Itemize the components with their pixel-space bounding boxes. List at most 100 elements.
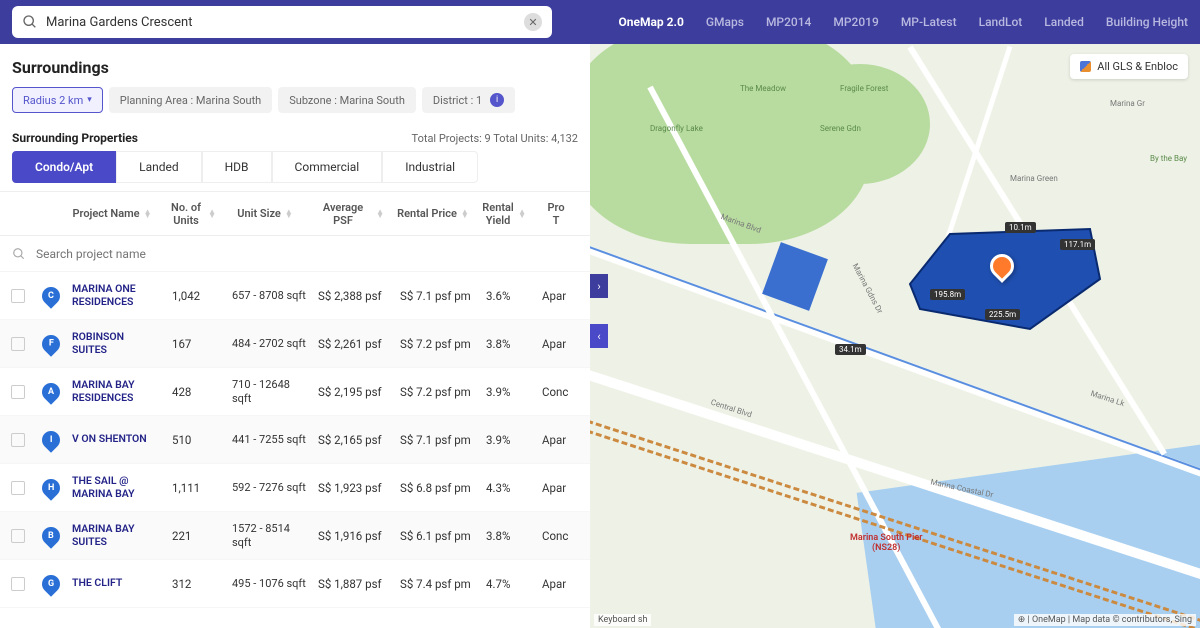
row-name[interactable]: V ON SHENTON [66, 433, 166, 446]
nav-links: OneMap 2.0 GMaps MP2014 MP2019 MP-Latest… [618, 15, 1188, 29]
row-rent: S$ 7.1 psf pm [394, 433, 480, 447]
row-units: 510 [166, 433, 226, 447]
nav-mp2019[interactable]: MP2019 [833, 15, 878, 29]
radius-chip[interactable]: Radius 2 km ▾ [12, 87, 103, 113]
search-icon [12, 247, 26, 261]
filter-chips: Radius 2 km ▾ Planning Area : Marina Sou… [0, 87, 590, 123]
th-yield[interactable]: Rental Yield▲▼ [476, 201, 532, 227]
road-label: Marina Lk [1089, 389, 1125, 408]
table-row[interactable]: FROBINSON SUITES167484 - 2702 sqftS$ 2,2… [0, 320, 590, 368]
table-row[interactable]: BMARINA BAY SUITES2211572 - 8514 sqftS$ … [0, 512, 590, 560]
row-checkbox[interactable] [11, 289, 25, 303]
row-checkbox[interactable] [11, 385, 25, 399]
search-icon [22, 14, 38, 30]
row-units: 221 [166, 529, 226, 543]
map-layer-label: All GLS & Enbloc [1097, 60, 1178, 73]
measurement-label: 225.5m [985, 309, 1020, 320]
map-canvas[interactable]: Marina Blvd Marina Gdns Dr Central Blvd … [590, 44, 1200, 628]
row-checkbox[interactable] [11, 433, 25, 447]
nav-landed[interactable]: Landed [1044, 15, 1084, 29]
row-yield: 3.9% [480, 433, 536, 447]
table-body: CMARINA ONE RESIDENCES1,042657 - 8708 sq… [0, 272, 590, 608]
nav-landlot[interactable]: LandLot [979, 15, 1023, 29]
row-name[interactable]: ROBINSON SUITES [66, 331, 166, 356]
nav-mp2014[interactable]: MP2014 [766, 15, 811, 29]
panel-collapse-right-icon[interactable]: › [590, 274, 608, 298]
map-attribution: ⊕ | OneMap | Map data © contributors, Si… [1014, 614, 1196, 626]
table-header: Project Name▲▼ No. of Units▲▼ Unit Size▲… [0, 192, 590, 236]
th-units[interactable]: No. of Units▲▼ [162, 201, 222, 227]
nav-bheight[interactable]: Building Height [1106, 15, 1188, 29]
row-name[interactable]: MARINA BAY SUITES [66, 523, 166, 548]
row-type: Apar [536, 289, 584, 303]
legend-icon [1080, 61, 1091, 72]
table-row[interactable]: GTHE CLIFT312495 - 1076 sqftS$ 1,887 psf… [0, 560, 590, 608]
table-row[interactable]: HTHE SAIL @ MARINA BAY1,111592 - 7276 sq… [0, 464, 590, 512]
row-units: 312 [166, 577, 226, 591]
tab-commercial[interactable]: Commercial [272, 151, 383, 183]
row-yield: 3.6% [480, 289, 536, 303]
tab-industrial[interactable]: Industrial [382, 151, 478, 183]
row-units: 167 [166, 337, 226, 351]
clear-search-icon[interactable]: ✕ [524, 13, 542, 31]
th-type[interactable]: ProT [532, 201, 580, 227]
th-name[interactable]: Project Name▲▼ [62, 207, 162, 220]
row-rent: S$ 7.2 psf pm [394, 337, 480, 351]
tab-hdb[interactable]: HDB [202, 151, 272, 183]
table-row[interactable]: AMARINA BAY RESIDENCES428710 - 12648 sqf… [0, 368, 590, 416]
row-checkbox[interactable] [11, 577, 25, 591]
row-checkbox[interactable] [11, 337, 25, 351]
nav-mplatest[interactable]: MP-Latest [901, 15, 957, 29]
row-type: Conc [536, 385, 584, 399]
map-panel[interactable]: Marina Blvd Marina Gdns Dr Central Blvd … [590, 44, 1200, 628]
sort-icon: ▲▼ [518, 210, 526, 218]
table-search-row [0, 236, 590, 272]
tab-condo[interactable]: Condo/Apt [12, 151, 116, 183]
th-psf[interactable]: Average PSF▲▼ [308, 201, 390, 227]
row-psf: S$ 1,887 psf [312, 577, 394, 591]
row-name[interactable]: THE CLIFT [66, 577, 166, 590]
row-marker-icon: H [38, 475, 63, 500]
tab-landed[interactable]: Landed [116, 151, 202, 183]
district-chip[interactable]: District : 1 i [422, 87, 515, 113]
row-yield: 3.9% [480, 385, 536, 399]
surroundings-title: Surroundings [0, 44, 590, 87]
th-rent[interactable]: Rental Price▲▼ [390, 207, 476, 220]
table-row[interactable]: CMARINA ONE RESIDENCES1,042657 - 8708 sq… [0, 272, 590, 320]
nav-gmaps[interactable]: GMaps [706, 15, 744, 29]
row-type: Apar [536, 433, 584, 447]
chevron-down-icon: ▾ [87, 95, 92, 105]
radius-chip-label: Radius 2 km [23, 94, 83, 107]
table-search-input[interactable] [36, 247, 578, 261]
row-yield: 4.7% [480, 577, 536, 591]
row-name[interactable]: THE SAIL @ MARINA BAY [66, 475, 166, 500]
row-psf: S$ 1,916 psf [312, 529, 394, 543]
row-psf: S$ 2,261 psf [312, 337, 394, 351]
row-checkbox[interactable] [11, 529, 25, 543]
th-size[interactable]: Unit Size▲▼ [222, 207, 308, 220]
subzone-chip[interactable]: Subzone : Marina South [278, 87, 416, 113]
park-label: The Meadow [740, 84, 786, 93]
planning-area-chip[interactable]: Planning Area : Marina South [109, 87, 272, 113]
row-rent: S$ 7.4 psf pm [394, 577, 480, 591]
sort-icon: ▲▼ [208, 210, 216, 218]
row-rent: S$ 6.1 psf pm [394, 529, 480, 543]
measurement-label: 10.1m [1005, 222, 1036, 233]
row-psf: S$ 2,388 psf [312, 289, 394, 303]
keyboard-hint: Keyboard sh [594, 614, 651, 626]
row-name[interactable]: MARINA ONE RESIDENCES [66, 283, 166, 308]
row-psf: S$ 2,165 psf [312, 433, 394, 447]
row-psf: S$ 1,923 psf [312, 481, 394, 495]
row-checkbox[interactable] [11, 481, 25, 495]
map-layer-toggle[interactable]: All GLS & Enbloc [1070, 54, 1188, 79]
district-chip-label: District : 1 [433, 94, 482, 107]
search-input[interactable] [46, 15, 516, 30]
row-rent: S$ 7.1 psf pm [394, 289, 480, 303]
info-icon[interactable]: i [490, 93, 504, 107]
nav-onemap[interactable]: OneMap 2.0 [618, 15, 683, 29]
row-name[interactable]: MARINA BAY RESIDENCES [66, 379, 166, 404]
panel-collapse-left-icon[interactable]: ‹ [590, 324, 608, 348]
table-row[interactable]: IV ON SHENTON510441 - 7255 sqftS$ 2,165 … [0, 416, 590, 464]
row-units: 1,042 [166, 289, 226, 303]
row-yield: 3.8% [480, 529, 536, 543]
